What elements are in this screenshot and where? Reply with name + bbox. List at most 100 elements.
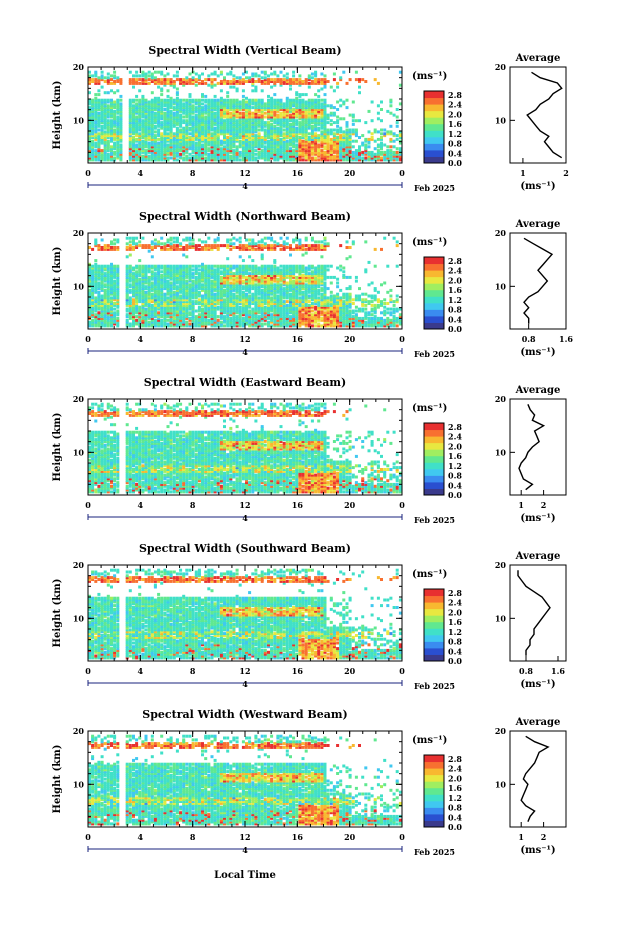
heatmap-cell (116, 149, 120, 153)
heatmap-cell (241, 145, 245, 149)
heatmap-cell (150, 137, 154, 141)
heatmap-cell (88, 78, 91, 82)
heatmap-cell (188, 318, 192, 322)
heatmap-cell (207, 102, 211, 106)
heatmap-cell (238, 290, 242, 294)
heatmap-cell (364, 158, 368, 162)
heatmap-cells (88, 236, 402, 328)
heatmap-cell (301, 309, 305, 313)
heatmap-cell (160, 322, 164, 326)
heatmap-cell (135, 102, 139, 106)
heatmap-cell (106, 320, 110, 324)
heatmap-cell (282, 300, 286, 304)
heatmap-cell (380, 322, 383, 326)
heatmap-cell (194, 78, 198, 82)
heatmap-cell (97, 78, 101, 82)
heatmap-cell (251, 124, 255, 128)
heatmap-cell (323, 300, 327, 304)
heatmap-cell (113, 283, 117, 287)
heatmap-cell (213, 143, 217, 147)
heatmap-cell (175, 126, 179, 130)
heatmap-cell (336, 302, 340, 305)
heatmap-cell (147, 126, 151, 130)
heatmap-cell (251, 324, 255, 328)
heatmap-cell (91, 158, 95, 162)
heatmap-cell (141, 78, 145, 82)
heatmap-cell (197, 294, 201, 298)
heatmap-cell (358, 136, 361, 139)
heatmap-cell (103, 158, 107, 162)
heatmap-cell (219, 152, 223, 156)
heatmap-cell (150, 311, 154, 315)
heatmap-cell (276, 154, 280, 158)
heatmap-cell (191, 115, 195, 119)
heatmap-cell (298, 318, 302, 322)
heatmap-cell (301, 108, 305, 111)
heatmap-cell (201, 320, 204, 324)
heatmap-cell (128, 285, 132, 289)
heatmap-cell (301, 98, 305, 102)
heatmap-cell (276, 108, 280, 111)
heatmap-cell (348, 315, 352, 319)
heatmap-cell (141, 143, 145, 147)
heatmap-cell (270, 98, 274, 102)
heatmap-cell (219, 109, 223, 113)
heatmap-cell (339, 313, 343, 317)
heatmap-cell (138, 98, 142, 102)
heatmap-cell (213, 322, 217, 326)
heatmap-cell (345, 130, 349, 134)
heatmap-cell (213, 152, 217, 156)
heatmap-cell (348, 285, 352, 289)
heatmap-cell (282, 136, 286, 139)
heatmap-cell (314, 115, 318, 119)
heatmap-cell (172, 115, 176, 119)
heatmap-cell (138, 136, 142, 139)
heatmap-cell (307, 111, 311, 115)
heatmap-cell (354, 315, 358, 319)
heatmap-cell (91, 100, 95, 104)
heatmap-cell (144, 106, 148, 110)
heatmap-cell (138, 283, 142, 287)
heatmap-cell (232, 158, 236, 162)
heatmap-cell (295, 108, 299, 111)
heatmap-cell (150, 143, 154, 147)
heatmap-cell (270, 300, 274, 304)
heatmap-cell (267, 136, 270, 139)
heatmap-cell (100, 121, 104, 125)
heatmap-cell (241, 126, 245, 130)
heatmap-cell (314, 316, 318, 320)
heatmap-cell (345, 318, 349, 322)
heatmap-cell (172, 320, 176, 324)
heatmap-cell (116, 141, 120, 145)
heatmap-cell (185, 104, 189, 108)
heatmap-cell (201, 309, 204, 313)
heatmap-cell (320, 122, 324, 126)
heatmap-cell (194, 83, 198, 87)
heatmap-cell (345, 141, 349, 145)
heatmap-cell (210, 152, 214, 156)
heatmap-cell (251, 145, 255, 149)
heatmap-cell (326, 115, 330, 119)
heatmap-cell (219, 81, 223, 85)
heatmap-cell (179, 119, 183, 123)
heatmap-cell (307, 158, 311, 162)
heatmap-cell (289, 302, 292, 305)
heatmap-cell (273, 156, 277, 160)
heatmap-cell (267, 106, 270, 110)
heatmap-cell (135, 292, 139, 296)
heatmap-cell (260, 143, 264, 147)
heatmap-cell (232, 121, 236, 125)
heatmap-cell (260, 152, 264, 156)
heatmap-cell (310, 287, 314, 291)
heatmap-cell (273, 292, 277, 296)
heatmap-cell (194, 158, 198, 162)
heatmap-cell (144, 130, 148, 134)
heatmap-cell (166, 121, 170, 125)
heatmap-cell (91, 128, 95, 132)
heatmap-cell (373, 324, 377, 328)
heatmap-cell (94, 109, 98, 113)
heatmap-cell (138, 100, 142, 104)
heatmap-cell (210, 106, 214, 110)
heatmap-cell (141, 324, 145, 328)
heatmap-cell (128, 303, 132, 307)
